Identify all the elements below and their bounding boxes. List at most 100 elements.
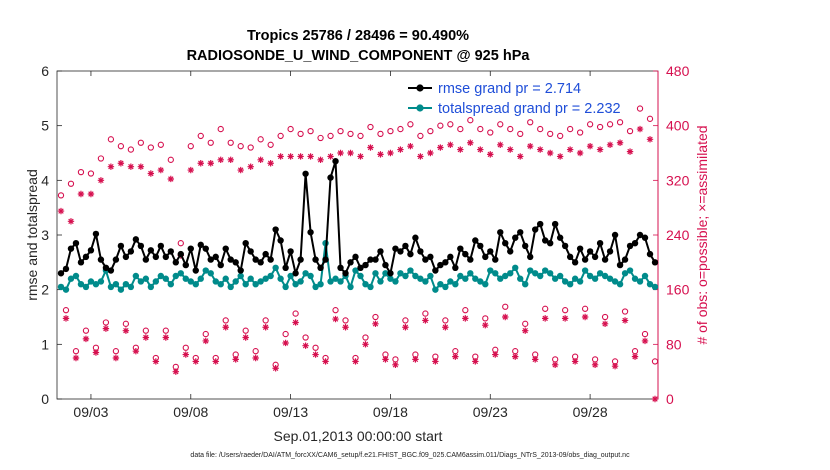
chart-title-line-1: Tropics 25786 / 28496 = 90.490%	[247, 28, 469, 44]
obs-assimilated-point	[117, 160, 125, 167]
rmse-point	[337, 264, 344, 271]
obs-assimilated-point	[137, 163, 145, 170]
obs-possible-point	[427, 127, 434, 135]
obs-assimilated-point	[472, 358, 479, 365]
obs-possible-point	[332, 307, 339, 314]
obs-possible-point	[457, 125, 464, 133]
rmse-point	[532, 226, 539, 233]
rmse-point	[67, 245, 75, 252]
obs-assimilated-point	[87, 190, 95, 198]
rmse-point	[137, 242, 145, 250]
obs-assimilated-point	[142, 334, 150, 341]
totalspread-point	[606, 275, 614, 282]
obs-assimilated-point	[122, 327, 130, 334]
obs-possible-point	[157, 141, 164, 148]
rmse-point	[267, 256, 274, 263]
obs-assimilated-point	[606, 141, 614, 148]
obs-assimilated-point	[522, 327, 529, 334]
obs-possible-point	[317, 134, 324, 142]
totalspread-point	[487, 267, 494, 274]
obs-assimilated-point	[377, 151, 384, 158]
y-axis-right-label: # of obs: o=possible; ×=assimilated	[694, 125, 710, 344]
totalspread-point	[307, 272, 314, 280]
obs-possible-point	[502, 303, 509, 310]
rmse-point	[92, 230, 100, 238]
obs-assimilated-point	[162, 334, 170, 341]
rmse-point	[417, 248, 424, 255]
obs-possible-point	[367, 123, 374, 131]
obs-possible-point	[187, 143, 194, 150]
totalspread-point	[492, 270, 499, 277]
obs-possible-point	[57, 192, 65, 199]
obs-possible-point	[207, 139, 214, 146]
rmse-point	[606, 248, 614, 255]
rmse-point	[497, 229, 504, 236]
obs-possible-point	[182, 344, 189, 351]
obs-assimilated-point	[172, 368, 180, 375]
rmse-point	[117, 242, 125, 250]
obs-assimilated-point	[132, 347, 140, 355]
obs-assimilated-point	[422, 317, 429, 324]
totalspread-point	[252, 281, 259, 288]
obs-possible-point	[497, 121, 504, 128]
totalspread-point	[512, 264, 519, 271]
obs-possible-point	[67, 180, 75, 187]
rmse-point	[202, 245, 209, 252]
totalspread-point	[57, 283, 65, 291]
totalspread-point	[262, 275, 269, 282]
totalspread-point	[377, 278, 384, 285]
obs-possible-point	[252, 348, 259, 355]
legend-spread-label: totalspread grand pr = 2.232	[438, 101, 621, 117]
obs-possible-point	[606, 121, 614, 128]
rmse-point	[162, 253, 170, 261]
totalspread-point	[611, 278, 619, 285]
rmse-point	[192, 267, 199, 274]
obs-assimilated-point	[591, 361, 599, 369]
obs-possible-point	[222, 317, 229, 324]
totalspread-point	[457, 272, 464, 280]
obs-possible-point	[377, 130, 384, 138]
obs-possible-point	[646, 115, 654, 122]
totalspread-point	[112, 281, 120, 288]
totalspread-point	[77, 281, 85, 288]
obs-assimilated-point	[601, 320, 609, 328]
obs-assimilated-point	[551, 361, 559, 369]
totalspread-point	[67, 275, 75, 282]
obs-possible-point	[327, 132, 334, 140]
rmse-point	[392, 245, 399, 252]
y-left-tick-label: 4	[41, 172, 49, 188]
obs-assimilated-point	[167, 175, 175, 183]
obs-possible-point	[447, 121, 454, 128]
obs-possible-point	[537, 125, 544, 133]
obs-possible-point	[507, 125, 514, 133]
obs-possible-point	[442, 317, 449, 324]
rmse-point	[147, 247, 155, 254]
rmse-point	[57, 270, 65, 277]
rmse-point	[212, 253, 219, 261]
rmse-point	[517, 229, 524, 236]
obs-assimilated-point	[497, 141, 504, 148]
rmse-point	[102, 264, 110, 271]
obs-possible-point	[267, 141, 274, 148]
rmse-point	[487, 248, 494, 255]
obs-assimilated-point	[227, 156, 234, 164]
totalspread-point	[72, 272, 80, 280]
totalspread-point	[302, 270, 309, 277]
rmse-point	[651, 259, 659, 266]
obs-assimilated-point	[527, 142, 534, 150]
totalspread-point	[172, 272, 180, 280]
obs-assimilated-point	[302, 342, 309, 349]
obs-assimilated-point	[327, 153, 334, 160]
obs-assimilated-point	[202, 337, 209, 345]
totalspread-point	[312, 283, 319, 291]
rmse-point	[347, 259, 354, 266]
obs-possible-point	[117, 143, 125, 150]
obs-possible-point	[362, 334, 369, 341]
obs-possible-point	[636, 105, 644, 112]
rmse-point	[157, 242, 165, 250]
obs-assimilated-point	[147, 170, 155, 177]
rmse-point	[312, 256, 319, 263]
x-tick-label: 09/13	[273, 404, 308, 420]
obs-assimilated-point	[571, 358, 579, 365]
rmse-point	[412, 234, 419, 241]
